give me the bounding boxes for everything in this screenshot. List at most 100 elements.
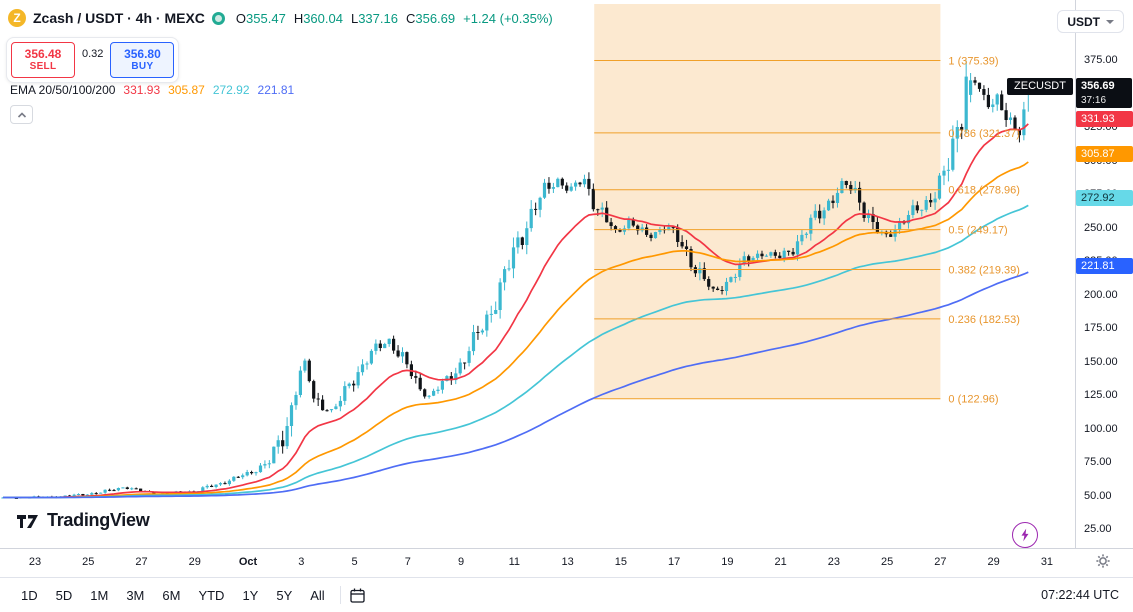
ohlc-close-label: C: [405, 10, 416, 26]
axis-tag-ema200: 221.81: [1076, 258, 1133, 275]
market-status-icon: [211, 11, 225, 25]
time-axis-label: 23: [827, 556, 841, 568]
currency-dropdown-label: USDT: [1067, 14, 1100, 29]
boost-button[interactable]: [1012, 522, 1038, 548]
range-button-6m[interactable]: 6M: [162, 587, 181, 603]
price-axis-label: 200.00: [1084, 288, 1118, 301]
ema20-value: 331.93: [123, 83, 161, 97]
time-axis-label: 29: [188, 556, 201, 568]
ohlc-open-value: 355.47: [246, 10, 286, 26]
ema-indicator-row[interactable]: EMA 20/50/100/200 331.93 305.87 272.92 2…: [10, 83, 294, 97]
currency-dropdown[interactable]: USDT: [1057, 10, 1124, 33]
ema100-value: 272.92: [212, 83, 250, 97]
chart-canvas[interactable]: 1 (375.39) 0.786 (321.37) 0.618 (278.96) 0.…: [0, 0, 1133, 548]
gear-icon: [1096, 554, 1110, 568]
tradingview-logo[interactable]: TradingView: [16, 510, 150, 531]
symbol-title[interactable]: Zcash / USDT · 4h · MEXC: [33, 10, 205, 26]
ohlc-change-value: +1.24 (+0.35%): [463, 10, 553, 26]
range-selector: 1D 5D 1M 3M 6M YTD 1Y 5Y All: [14, 585, 332, 606]
time-axis-label: 15: [614, 556, 627, 568]
ema-indicator-label: EMA 20/50/100/200: [10, 83, 116, 97]
fib-level-label: 0.618 (278.96): [948, 185, 1020, 197]
zcash-logo-icon: Z: [8, 9, 26, 27]
price-axis-label: 100.00: [1084, 422, 1118, 435]
collapse-indicators-button[interactable]: [10, 105, 33, 124]
price-axis-label: 375.00: [1084, 54, 1118, 66]
price-axis-label: 125.00: [1084, 389, 1118, 401]
time-axis-label: 19: [721, 556, 734, 568]
fib-level-label: 1 (375.39): [948, 55, 998, 67]
price-axis-label: 50.00: [1084, 489, 1112, 502]
range-button-3m[interactable]: 3M: [126, 587, 145, 603]
current-price-value: 356.69: [1081, 79, 1115, 92]
ohlc-high-label: H: [293, 10, 304, 26]
current-symbol-chip: ZECUSDT: [1007, 77, 1073, 95]
spread-value: 0.32: [82, 48, 104, 60]
ohlc-high-value: 360.04: [303, 10, 343, 26]
toolbar-divider: [339, 586, 341, 604]
ohlc-readout: O355.47 H360.04 L337.16 C356.69 +1.24 (+…: [236, 11, 553, 26]
time-axis-label: 31: [1040, 556, 1054, 568]
time-axis-label: 5: [351, 556, 358, 568]
tradingview-logo-text: TradingView: [47, 510, 150, 530]
ohlc-low-label: L: [350, 10, 359, 26]
time-axis-label: 3: [298, 556, 305, 568]
chevron-down-icon: [1106, 19, 1114, 24]
ohlc-low-value: 337.16: [358, 10, 398, 26]
axis-tag-ema100: 272.92: [1076, 189, 1133, 206]
price-axis-label: 250.00: [1084, 221, 1118, 234]
range-button-5y[interactable]: 5Y: [276, 587, 293, 603]
utc-clock[interactable]: 07:22:44 UTC: [1041, 588, 1119, 602]
time-axis-label: 21: [774, 556, 787, 568]
ema200-value: 221.81: [257, 83, 295, 97]
buy-label: BUY: [131, 61, 154, 72]
price-axis-label: 175.00: [1084, 322, 1118, 334]
time-axis-label: 9: [458, 556, 465, 568]
bottom-toolbar: 1D 5D 1M 3M 6M YTD 1Y 5Y All 07:22:44 UTC: [0, 577, 1133, 612]
sell-button[interactable]: 356.48 SELL: [11, 42, 75, 78]
time-axis-label: 13: [561, 556, 574, 568]
time-axis-label: 11: [508, 556, 521, 568]
range-button-1m[interactable]: 1M: [90, 587, 109, 603]
buy-price: 356.80: [124, 47, 161, 61]
axis-settings-button[interactable]: [1095, 553, 1111, 574]
price-axis-label: 150.00: [1084, 355, 1118, 368]
price-axis-label: 75.00: [1084, 456, 1112, 468]
time-axis-label: 23: [28, 556, 42, 568]
time-axis[interactable]: 23 25 27 29 Oct 3 5 7 9 11 13 15 17 19 21 23 25 27 29 31: [0, 548, 1133, 577]
fib-level-label: 0.382 (219.39): [948, 265, 1020, 277]
time-axis-label: 27: [135, 556, 148, 568]
range-button-ytd[interactable]: YTD: [198, 587, 225, 603]
tradingview-mark-icon: [17, 514, 38, 528]
current-price-tag: 356.69 37:16: [1076, 77, 1132, 108]
range-button-all[interactable]: All: [310, 587, 325, 603]
buy-button[interactable]: 356.80 BUY: [110, 42, 175, 78]
axis-tag-ema50: 305.87: [1076, 145, 1133, 162]
range-button-5d[interactable]: 5D: [55, 587, 73, 603]
time-axis-label: 25: [881, 556, 894, 568]
sell-price: 356.48: [24, 47, 62, 61]
time-axis-label: 17: [667, 556, 681, 568]
calendar-icon: [350, 588, 365, 603]
time-axis-label: 29: [987, 556, 1000, 568]
time-axis-label: 25: [82, 556, 95, 568]
ema50-value: 305.87: [168, 83, 205, 97]
go-to-date-button[interactable]: [349, 587, 366, 604]
range-button-1y[interactable]: 1Y: [242, 587, 259, 603]
time-axis-label: 27: [934, 556, 947, 568]
lightning-icon: [1021, 528, 1029, 542]
axis-tag-ema20: 331.93: [1076, 110, 1133, 127]
time-axis-label: Oct: [238, 556, 258, 568]
candle-countdown: 37:16: [1081, 94, 1107, 106]
time-axis-label: 7: [404, 556, 411, 568]
fib-level-label: 0.236 (182.53): [948, 314, 1020, 326]
chevron-up-icon: [17, 111, 26, 118]
ohlc-close-value: 356.69: [415, 10, 456, 26]
range-button-1d[interactable]: 1D: [21, 587, 38, 603]
trade-panel: 356.48 SELL 0.32 356.80 BUY: [6, 37, 180, 83]
ohlc-open-label: O: [235, 10, 247, 26]
fib-level-label: 0.5 (249.17): [948, 225, 1007, 237]
fib-level-label: 0.786 (321.37): [948, 128, 1020, 140]
sell-label: SELL: [29, 61, 57, 72]
